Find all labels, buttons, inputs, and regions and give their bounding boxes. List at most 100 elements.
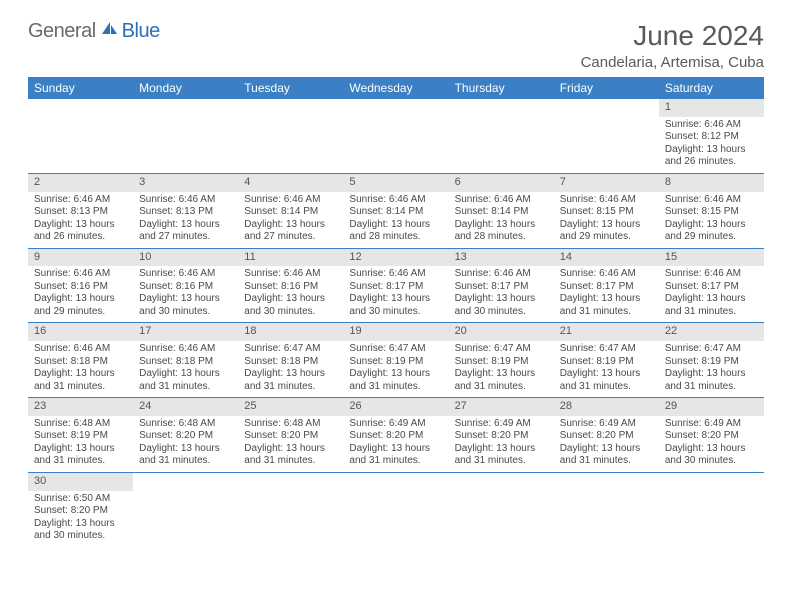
sunset-line: Sunset: 8:19 PM bbox=[455, 356, 548, 369]
day-cell: Sunrise: 6:49 AMSunset: 8:20 PMDaylight:… bbox=[343, 416, 448, 473]
day-number bbox=[238, 99, 343, 117]
daylight-line-1: Daylight: 13 hours bbox=[665, 443, 758, 456]
day-number: 21 bbox=[554, 323, 659, 341]
day-number: 10 bbox=[133, 248, 238, 266]
day-cell: Sunrise: 6:46 AMSunset: 8:18 PMDaylight:… bbox=[28, 341, 133, 398]
sunrise-line: Sunrise: 6:49 AM bbox=[560, 418, 653, 431]
day-number: 28 bbox=[554, 398, 659, 416]
daylight-line-1: Daylight: 13 hours bbox=[560, 293, 653, 306]
day-number: 4 bbox=[238, 173, 343, 191]
sunrise-line: Sunrise: 6:46 AM bbox=[455, 194, 548, 207]
sunrise-line: Sunrise: 6:46 AM bbox=[455, 268, 548, 281]
month-title: June 2024 bbox=[581, 20, 764, 52]
sunrise-line: Sunrise: 6:47 AM bbox=[665, 343, 758, 356]
day-cell bbox=[28, 117, 133, 174]
day-number: 8 bbox=[659, 173, 764, 191]
day-header: Wednesday bbox=[343, 77, 448, 99]
daylight-line-1: Daylight: 13 hours bbox=[455, 219, 548, 232]
logo-text-blue: Blue bbox=[122, 20, 160, 43]
daylight-line-2: and 31 minutes. bbox=[665, 381, 758, 394]
daylight-line-1: Daylight: 13 hours bbox=[455, 368, 548, 381]
sunset-line: Sunset: 8:20 PM bbox=[349, 430, 442, 443]
day-cell: Sunrise: 6:47 AMSunset: 8:18 PMDaylight:… bbox=[238, 341, 343, 398]
sunset-line: Sunset: 8:17 PM bbox=[560, 281, 653, 294]
day-number: 26 bbox=[343, 398, 448, 416]
daylight-line-2: and 31 minutes. bbox=[244, 381, 337, 394]
daylight-line-2: and 31 minutes. bbox=[560, 455, 653, 468]
sunset-line: Sunset: 8:20 PM bbox=[244, 430, 337, 443]
sunrise-line: Sunrise: 6:47 AM bbox=[455, 343, 548, 356]
logo-text-general: General bbox=[28, 20, 96, 43]
day-cell bbox=[343, 117, 448, 174]
sunrise-line: Sunrise: 6:48 AM bbox=[34, 418, 127, 431]
day-cell bbox=[133, 117, 238, 174]
daylight-line-2: and 27 minutes. bbox=[139, 231, 232, 244]
day-number: 27 bbox=[449, 398, 554, 416]
day-number: 2 bbox=[28, 173, 133, 191]
day-number bbox=[28, 99, 133, 117]
sunrise-line: Sunrise: 6:46 AM bbox=[34, 343, 127, 356]
daynum-row: 30 bbox=[28, 472, 764, 490]
day-cell: Sunrise: 6:46 AMSunset: 8:17 PMDaylight:… bbox=[659, 266, 764, 323]
day-cell: Sunrise: 6:46 AMSunset: 8:14 PMDaylight:… bbox=[238, 192, 343, 249]
sunset-line: Sunset: 8:20 PM bbox=[34, 505, 127, 518]
sunset-line: Sunset: 8:14 PM bbox=[244, 206, 337, 219]
day-number bbox=[449, 472, 554, 490]
day-cell: Sunrise: 6:48 AMSunset: 8:19 PMDaylight:… bbox=[28, 416, 133, 473]
daylight-line-1: Daylight: 13 hours bbox=[349, 443, 442, 456]
day-number: 22 bbox=[659, 323, 764, 341]
daylight-line-1: Daylight: 13 hours bbox=[34, 368, 127, 381]
daylight-line-1: Daylight: 13 hours bbox=[665, 368, 758, 381]
daylight-line-2: and 29 minutes. bbox=[34, 306, 127, 319]
sunset-line: Sunset: 8:17 PM bbox=[665, 281, 758, 294]
sunrise-line: Sunrise: 6:46 AM bbox=[349, 268, 442, 281]
sunset-line: Sunset: 8:19 PM bbox=[560, 356, 653, 369]
sunset-line: Sunset: 8:14 PM bbox=[349, 206, 442, 219]
day-cell: Sunrise: 6:46 AMSunset: 8:12 PMDaylight:… bbox=[659, 117, 764, 174]
content-row: Sunrise: 6:46 AMSunset: 8:12 PMDaylight:… bbox=[28, 117, 764, 174]
sunset-line: Sunset: 8:18 PM bbox=[34, 356, 127, 369]
daylight-line-1: Daylight: 13 hours bbox=[244, 368, 337, 381]
day-number bbox=[554, 472, 659, 490]
day-number: 29 bbox=[659, 398, 764, 416]
day-number: 1 bbox=[659, 99, 764, 117]
day-cell bbox=[554, 491, 659, 547]
day-cell: Sunrise: 6:48 AMSunset: 8:20 PMDaylight:… bbox=[238, 416, 343, 473]
daylight-line-1: Daylight: 13 hours bbox=[244, 293, 337, 306]
sunset-line: Sunset: 8:16 PM bbox=[34, 281, 127, 294]
sunset-line: Sunset: 8:13 PM bbox=[139, 206, 232, 219]
day-number: 5 bbox=[343, 173, 448, 191]
daylight-line-1: Daylight: 13 hours bbox=[349, 219, 442, 232]
day-number bbox=[449, 99, 554, 117]
sunrise-line: Sunrise: 6:47 AM bbox=[560, 343, 653, 356]
sunset-line: Sunset: 8:18 PM bbox=[244, 356, 337, 369]
daynum-row: 2345678 bbox=[28, 173, 764, 191]
day-cell bbox=[554, 117, 659, 174]
logo: General Blue bbox=[28, 20, 160, 43]
day-number: 12 bbox=[343, 248, 448, 266]
day-number: 20 bbox=[449, 323, 554, 341]
sunset-line: Sunset: 8:16 PM bbox=[244, 281, 337, 294]
daylight-line-2: and 30 minutes. bbox=[665, 455, 758, 468]
day-cell: Sunrise: 6:46 AMSunset: 8:17 PMDaylight:… bbox=[343, 266, 448, 323]
sunrise-line: Sunrise: 6:46 AM bbox=[139, 343, 232, 356]
day-number bbox=[554, 99, 659, 117]
daynum-row: 16171819202122 bbox=[28, 323, 764, 341]
content-row: Sunrise: 6:50 AMSunset: 8:20 PMDaylight:… bbox=[28, 491, 764, 547]
content-row: Sunrise: 6:46 AM Sunset: 8:13 PM Daylight:… bbox=[28, 192, 764, 249]
sunrise-line: Sunrise: 6:46 AM bbox=[560, 194, 653, 207]
day-number bbox=[659, 472, 764, 490]
sunset-line: Sunset: 8:12 PM bbox=[665, 131, 758, 144]
day-header: Saturday bbox=[659, 77, 764, 99]
daylight-line-1: Daylight: 13 hours bbox=[244, 443, 337, 456]
day-cell: Sunrise: 6:46 AMSunset: 8:17 PMDaylight:… bbox=[449, 266, 554, 323]
day-cell: Sunrise: 6:46 AMSunset: 8:16 PMDaylight:… bbox=[238, 266, 343, 323]
header: General Blue June 2024 Candelaria, Artem… bbox=[28, 20, 764, 71]
day-number bbox=[343, 472, 448, 490]
sunrise-line: Sunrise: 6:49 AM bbox=[455, 418, 548, 431]
sunset-line: Sunset: 8:15 PM bbox=[665, 206, 758, 219]
day-cell: Sunrise: 6:46 AMSunset: 8:17 PMDaylight:… bbox=[554, 266, 659, 323]
day-number bbox=[133, 99, 238, 117]
day-number: 14 bbox=[554, 248, 659, 266]
day-number: 17 bbox=[133, 323, 238, 341]
